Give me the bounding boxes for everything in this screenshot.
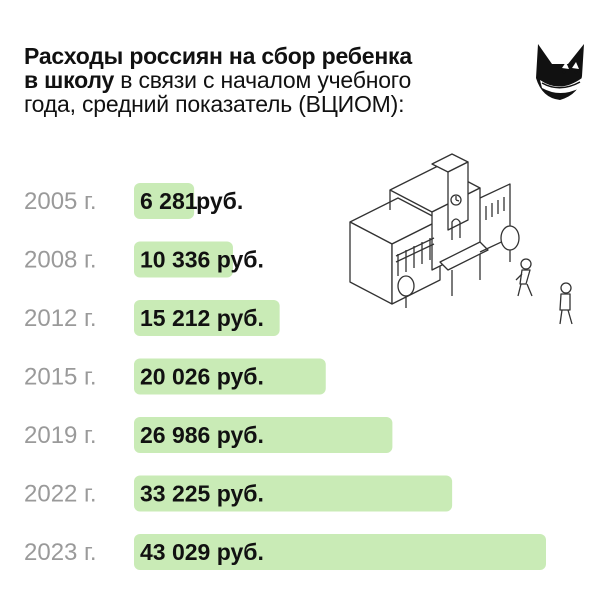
- year-label: 2005 г.: [24, 188, 97, 215]
- chart-title: Расходы россиян на сбор ребенка в школу …: [24, 44, 494, 116]
- bar: [134, 475, 453, 512]
- bar-value-label: 33 225 руб.: [140, 481, 264, 507]
- title-line-2-bold: в школу: [24, 67, 115, 93]
- title-line-2-rest: в связи с началом учебного: [114, 67, 412, 93]
- bar-value-label: 6 281: [140, 188, 198, 214]
- bar-unit-label: руб.: [196, 188, 243, 214]
- bar: [134, 358, 326, 395]
- year-label: 2023 г.: [24, 539, 97, 566]
- title-line-3: года, средний показатель (ВЦИОМ):: [24, 91, 405, 117]
- mascot-icon: [536, 44, 584, 100]
- year-label: 2012 г.: [24, 305, 97, 332]
- bar-value-label: 10 336 руб.: [140, 247, 264, 273]
- bar: [134, 241, 233, 278]
- bar: [134, 183, 195, 219]
- bar-value-label: 20 026 руб.: [140, 364, 264, 390]
- year-label: 2019 г.: [24, 422, 97, 449]
- school-building-icon: [349, 153, 573, 325]
- bar: [134, 534, 546, 570]
- bar: [134, 417, 393, 453]
- children-icon: [515, 258, 573, 325]
- year-label: 2015 г.: [24, 364, 97, 391]
- bar-value-label: 26 986 руб.: [140, 422, 264, 448]
- bar: [134, 300, 280, 336]
- bar-value-label: 15 212 руб.: [140, 305, 264, 331]
- year-label: 2022 г.: [24, 481, 97, 508]
- year-label: 2008 г.: [24, 247, 97, 274]
- bar-value-label: 43 029 руб.: [140, 539, 264, 565]
- title-line-1: Расходы россиян на сбор ребенка: [24, 43, 412, 69]
